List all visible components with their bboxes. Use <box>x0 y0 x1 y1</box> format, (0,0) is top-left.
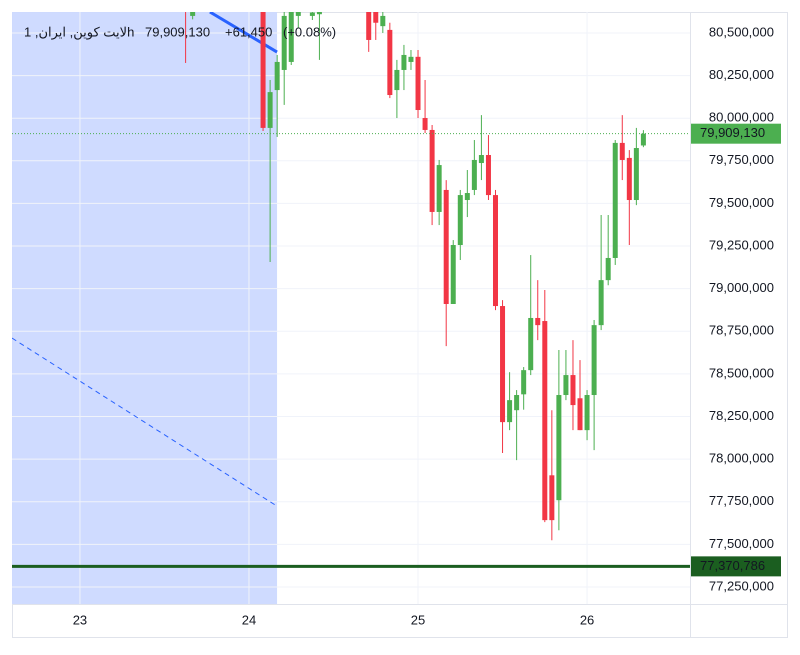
x-tick-label: 24 <box>242 612 256 627</box>
candle-body <box>274 61 280 91</box>
trend-line <box>12 337 278 507</box>
candle-body <box>401 54 407 70</box>
candle-body <box>598 280 604 326</box>
last-price-box <box>691 123 781 144</box>
y-tick-label: 80,250,000 <box>709 67 774 82</box>
legend-price: 79,909,130 <box>145 24 210 39</box>
last-price-label: 79,909,130 <box>700 125 765 140</box>
y-tick-label: 79,500,000 <box>709 195 774 210</box>
candle-body <box>485 155 491 196</box>
candle-body <box>443 189 449 304</box>
candle-body <box>260 12 266 128</box>
plot-area <box>12 0 690 604</box>
candle-body <box>190 12 196 16</box>
candle-body <box>436 165 442 212</box>
candle-body <box>464 193 470 201</box>
candle-body <box>577 398 583 431</box>
candle-body <box>429 129 435 212</box>
candle-body <box>457 195 463 246</box>
candle-body <box>316 12 322 15</box>
candle-body <box>492 195 498 307</box>
y-tick-label: 78,250,000 <box>709 408 774 423</box>
candle-body <box>422 118 428 130</box>
x-tick-label: 25 <box>411 612 425 627</box>
candle-body <box>373 12 379 23</box>
candle-body <box>626 157 632 201</box>
candle-body <box>633 148 639 201</box>
candle-body <box>394 69 400 91</box>
x-tick-label: 26 <box>580 612 594 627</box>
candle-body <box>535 317 541 326</box>
candle-body <box>591 325 597 396</box>
candle-body <box>267 92 273 128</box>
candle-body <box>408 56 414 62</box>
candle-body <box>380 15 386 27</box>
y-tick-label: 80,000,000 <box>709 110 774 125</box>
y-tick-label: 78,500,000 <box>709 365 774 380</box>
y-tick-label: 79,000,000 <box>709 280 774 295</box>
candle-body <box>500 306 506 423</box>
candle-body <box>549 475 555 521</box>
candle-body <box>542 321 548 521</box>
candle-body <box>528 317 534 371</box>
trend-line <box>209 12 278 54</box>
y-tick-label: 77,250,000 <box>709 578 774 593</box>
candle-body <box>619 142 625 160</box>
candle-body <box>183 0 188 9</box>
level-label: 77,370,786 <box>700 558 765 573</box>
candle-body <box>387 29 393 96</box>
level-box <box>691 556 781 577</box>
candle-body <box>281 15 287 70</box>
y-tick-label: 78,000,000 <box>709 451 774 466</box>
candle-body <box>471 159 477 190</box>
candle-body <box>309 12 315 16</box>
candle-body <box>563 375 569 396</box>
candle-body <box>584 395 590 431</box>
candle-body <box>570 375 576 406</box>
candle-body <box>605 257 611 281</box>
y-tick-label: 79,750,000 <box>709 152 774 167</box>
candle-body <box>478 155 484 164</box>
y-tick-label: 78,750,000 <box>709 323 774 338</box>
candle-body <box>514 395 520 411</box>
candle-body <box>450 245 456 304</box>
y-tick-label: 77,500,000 <box>709 536 774 551</box>
axes: 77,250,000 77,500,000 77,750,000 78,000,000… <box>24 24 781 627</box>
candle-body <box>640 133 646 146</box>
candle-body <box>556 395 562 501</box>
candle-body <box>288 12 294 62</box>
candle-body <box>415 56 421 111</box>
y-tick-label: 77,750,000 <box>709 493 774 508</box>
candle-body <box>612 142 618 258</box>
candle-body <box>366 12 372 40</box>
legend-change: +61,450 <box>225 24 272 39</box>
x-tick-label: 23 <box>73 612 87 627</box>
candle-body <box>295 12 301 16</box>
shaded-region <box>12 12 278 604</box>
candle-body <box>507 400 513 423</box>
y-tick-label: 80,500,000 <box>709 24 774 39</box>
chart-title: لایت کوین, ایران, 1h <box>24 24 134 40</box>
legend-change-percent: (+0.08%) <box>283 24 336 39</box>
y-tick-label: 79,250,000 <box>709 237 774 252</box>
candle-body <box>521 370 527 395</box>
